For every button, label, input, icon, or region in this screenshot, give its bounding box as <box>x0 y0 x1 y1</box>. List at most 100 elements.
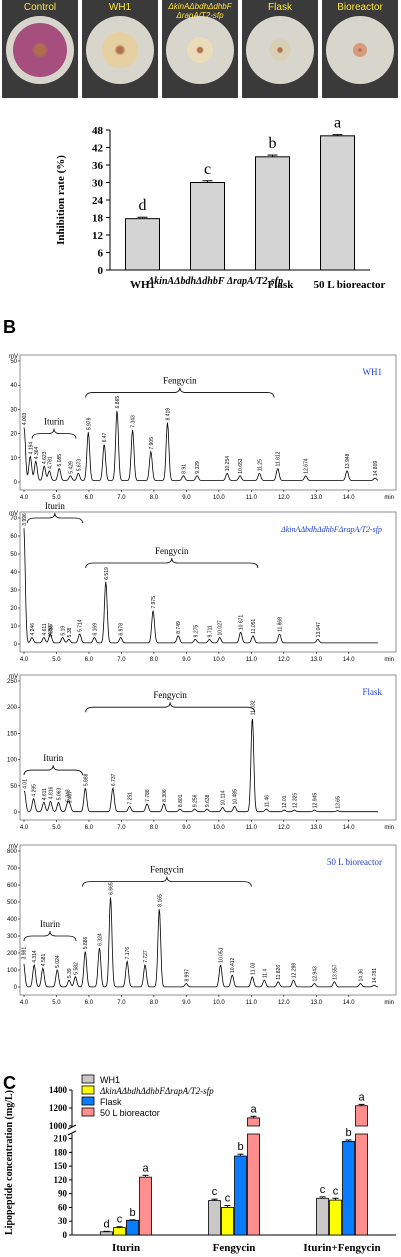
peak-retention-label: 10.653 <box>238 458 244 474</box>
lipopeptide-concentration-chart: 0 30 60 90 120 150 180 210 1000 1200 1400 Lipopepti… <box>4 1074 396 1254</box>
bar <box>208 1200 221 1236</box>
x-tick-label: 10.0 <box>213 657 225 663</box>
dish-label: Control <box>23 2 57 13</box>
axis-break-mark <box>67 1124 77 1130</box>
x-tick-label: Iturin <box>112 1242 140 1254</box>
chromatogram-title: Flask <box>362 687 382 697</box>
y-tick-label: 150 <box>54 1161 68 1171</box>
peak-retention-label: 4.01 <box>22 779 28 789</box>
x-tick-label: 11.0 <box>246 657 258 663</box>
peak-retention-label: 11.868 <box>278 617 284 632</box>
peak-retention-label: 4.364 <box>34 446 40 459</box>
peak-retention-label: 9.275 <box>193 625 199 638</box>
bar-lower <box>355 1133 368 1236</box>
panel-label-c: C <box>3 1073 16 1093</box>
peak-retention-label: 8.749 <box>176 621 182 634</box>
peak-retention-label: 10.485 <box>233 789 239 805</box>
y-tick-label: 120 <box>54 1175 68 1185</box>
y-tick-label: 10 <box>10 456 17 462</box>
peak-retention-label: 8.91 <box>181 464 187 474</box>
peak-group-bracket <box>82 876 252 887</box>
legend-swatch <box>81 1085 95 1095</box>
x-tick-label: 4.0 <box>20 1000 29 1006</box>
peak-retention-label: 3.981 <box>21 947 27 960</box>
peak-retention-label: 5.886 <box>83 936 89 949</box>
y-tick-label: 50 <box>10 552 17 558</box>
y-axis-label: Lipopeptide concentration (mg/L) <box>4 1090 15 1235</box>
y-tick-label: 0 <box>14 810 18 816</box>
peak-retention-label: 9.638 <box>205 794 211 807</box>
x-tick-label: 14.0 <box>343 825 355 831</box>
peak-retention-label: 6.324 <box>97 933 103 946</box>
x-tick-label: 10.0 <box>213 825 225 831</box>
peak-retention-label: 12.325 <box>292 793 298 809</box>
peak-retention-label: 11.812 <box>276 451 282 466</box>
peak-group-label: Fengycin <box>155 546 189 556</box>
x-tick-label: 13.0 <box>310 825 322 831</box>
peak-retention-label: 4.581 <box>41 953 47 966</box>
y-tick-label: 0 <box>14 642 18 648</box>
y-tick-label: 1200 <box>49 1103 68 1113</box>
peak-retention-label: 7.905 <box>149 437 155 450</box>
dish-label: WH1 <box>108 2 132 13</box>
x-tick-label: 6.0 <box>85 495 94 501</box>
peak-group-label: Fengycin <box>153 690 187 700</box>
x-unit: min <box>384 495 394 501</box>
peak-retention-label: 6.519 <box>104 567 110 580</box>
chromatogram-title: WH1 <box>363 367 383 377</box>
bar <box>255 156 290 271</box>
x-tick-label: 5.0 <box>52 1000 61 1006</box>
y-tick-label: 36 <box>92 160 104 172</box>
significance-letter: c <box>212 1186 218 1198</box>
x-tick-label: 12.0 <box>278 1000 290 1006</box>
peak-group-label: Iturin <box>43 753 63 763</box>
x-tick-label: 9.0 <box>182 825 191 831</box>
peak-retention-label: 6.665 <box>109 882 115 895</box>
peak-retention-label: 14.781 <box>372 968 378 984</box>
peak-retention-label: 8.306 <box>162 789 168 802</box>
x-tick-label: 8.0 <box>150 495 159 501</box>
y-tick-label: 24 <box>92 195 104 207</box>
x-tick-label: 11.0 <box>246 1000 258 1006</box>
y-tick-label: 12 <box>92 230 104 242</box>
dish-mutant: ΔkinAΔbdhΔdhbF ΔrapA/T2-sfp <box>162 0 238 98</box>
x-tick-label: WH1 <box>130 279 155 291</box>
chromatogram-trace <box>23 897 379 988</box>
y-tick-label: 180 <box>54 1147 68 1157</box>
y-tick-label: 0 <box>14 985 18 991</box>
x-tick-label: Fengycin <box>213 1242 256 1254</box>
y-tick-label: 18 <box>92 213 104 225</box>
peak-group-label: Fengycin <box>150 865 184 875</box>
significance-letter: c <box>117 1214 123 1226</box>
peak-group-bracket <box>23 765 83 776</box>
bar <box>113 1227 126 1236</box>
significance-letter: c <box>204 161 211 178</box>
legend-label: 50 L bioreactor <box>100 1108 160 1118</box>
y-tick-label: 6 <box>98 248 104 260</box>
panel-label-b: B <box>3 317 16 337</box>
bar-upper <box>247 1117 260 1127</box>
x-tick-label: 10.0 <box>213 495 225 501</box>
colony <box>352 42 368 58</box>
x-tick-label: 6.0 <box>85 825 94 831</box>
y-unit: mV <box>9 511 18 517</box>
peak-retention-label: 6.47 <box>102 432 108 442</box>
peak-retention-label: 5.343 <box>66 789 72 802</box>
peak-retention-label: 10.051 <box>219 947 225 963</box>
y-tick-label: 210 <box>54 1134 68 1144</box>
x-tick-label: 4.0 <box>20 495 29 501</box>
x-tick-label: Iturin+Fengycin <box>303 1242 380 1254</box>
significance-letter: a <box>250 1103 257 1115</box>
peak-retention-label: 5.063 <box>57 788 63 801</box>
bar <box>329 1199 342 1236</box>
bar <box>126 1219 139 1236</box>
peak-retention-label: 6.978 <box>119 623 125 636</box>
peak-retention-label: 10.412 <box>230 957 236 973</box>
significance-letter: b <box>129 1207 135 1219</box>
y-tick-label: 1400 <box>49 1085 68 1095</box>
peak-retention-label: 6.865 <box>115 396 121 409</box>
peak-retention-label: 5.024 <box>55 955 61 968</box>
x-tick-label: 14.0 <box>343 657 355 663</box>
peak-retention-label: 11.25 <box>257 459 263 471</box>
colony <box>102 32 138 68</box>
